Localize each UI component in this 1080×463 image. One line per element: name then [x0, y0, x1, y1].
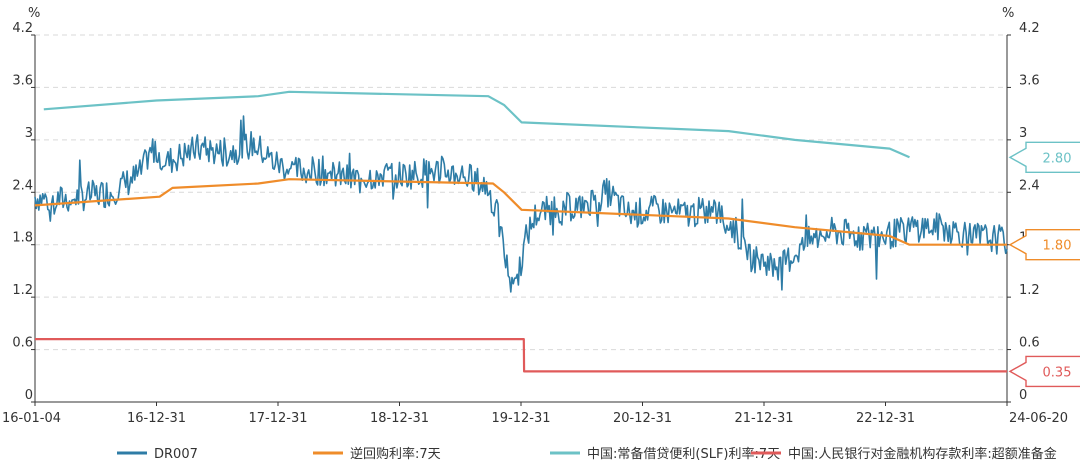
x-tick-label: 18-12-31 [370, 411, 429, 426]
x-tick-label: 17-12-31 [248, 411, 307, 426]
x-tick-label: 16-01-04 [2, 411, 61, 426]
y-tick-label-left: 1.8 [12, 231, 33, 246]
callout-box [1008, 355, 1080, 388]
callout-box [1008, 141, 1080, 174]
legend-label: 逆回购利率:7天 [350, 446, 441, 462]
callout-label: 0.35 [1043, 365, 1072, 380]
y-axis-right-ticks: 00.61.21.82.433.64.2 [1007, 21, 1040, 403]
y-tick-label-left: 3 [25, 126, 33, 141]
legend-label: DR007 [154, 447, 198, 462]
y-tick-label-left: 2.4 [12, 178, 33, 193]
series-lines [34, 90, 1008, 373]
x-tick-label: 20-12-31 [613, 411, 672, 426]
x-tick-label: 22-12-31 [856, 411, 915, 426]
y-tick-label-left: 1.2 [12, 283, 33, 298]
x-tick-label: 21-12-31 [734, 411, 793, 426]
y-tick-label-right: 0.6 [1019, 336, 1040, 351]
grid-lines [35, 34, 1007, 351]
x-tick-label: 24-06-20 [1009, 411, 1068, 426]
callout-label: 2.80 [1043, 151, 1072, 166]
series-line-3 [35, 338, 1007, 373]
left-unit-label: % [28, 6, 40, 21]
y-tick-label-right: 2.4 [1019, 178, 1040, 193]
right-unit-label: % [1002, 6, 1014, 21]
value-callouts: 2.80 1.80 0.35 [1008, 141, 1080, 388]
y-tick-label-left: 0 [25, 388, 33, 403]
legend-label: 中国:人民银行对金融机构存款利率:超额准备金 [788, 446, 1057, 462]
y-tick-label-left: 0.6 [12, 336, 33, 351]
y-tick-label-right: 1.2 [1019, 283, 1040, 298]
x-tick-label: 19-12-31 [491, 411, 550, 426]
axes [34, 35, 1008, 403]
series-line-0 [34, 115, 1008, 293]
y-axis-left-ticks: 0 0.6 1.2 1.8 2.4 3 3.6 4.2 [12, 21, 35, 403]
y-tick-label-right: 0 [1019, 388, 1027, 403]
series-line-2 [43, 90, 910, 159]
y-tick-label-left: 4.2 [12, 21, 33, 36]
y-tick-label-right: 3.6 [1019, 73, 1040, 88]
y-tick-label-right: 3 [1019, 126, 1027, 141]
x-tick-label: 16-12-31 [127, 411, 186, 426]
x-axis-ticks: 16-01-04 16-12-31 17-12-31 18-12-31 19-12-31… [2, 402, 1068, 426]
legend-label: 中国:常备借贷便利(SLF)利率:7天 [587, 446, 780, 462]
callout-label: 1.80 [1043, 239, 1072, 254]
callout-box [1008, 229, 1080, 261]
y-tick-label-right: 4.2 [1019, 21, 1040, 36]
y-tick-label-left: 3.6 [12, 73, 33, 88]
legend: DR007 逆回购利率:7天 中国:常备借贷便利(SLF)利率:7天 中国:人民银行对… [117, 446, 1057, 462]
series-line-1 [34, 178, 1007, 246]
